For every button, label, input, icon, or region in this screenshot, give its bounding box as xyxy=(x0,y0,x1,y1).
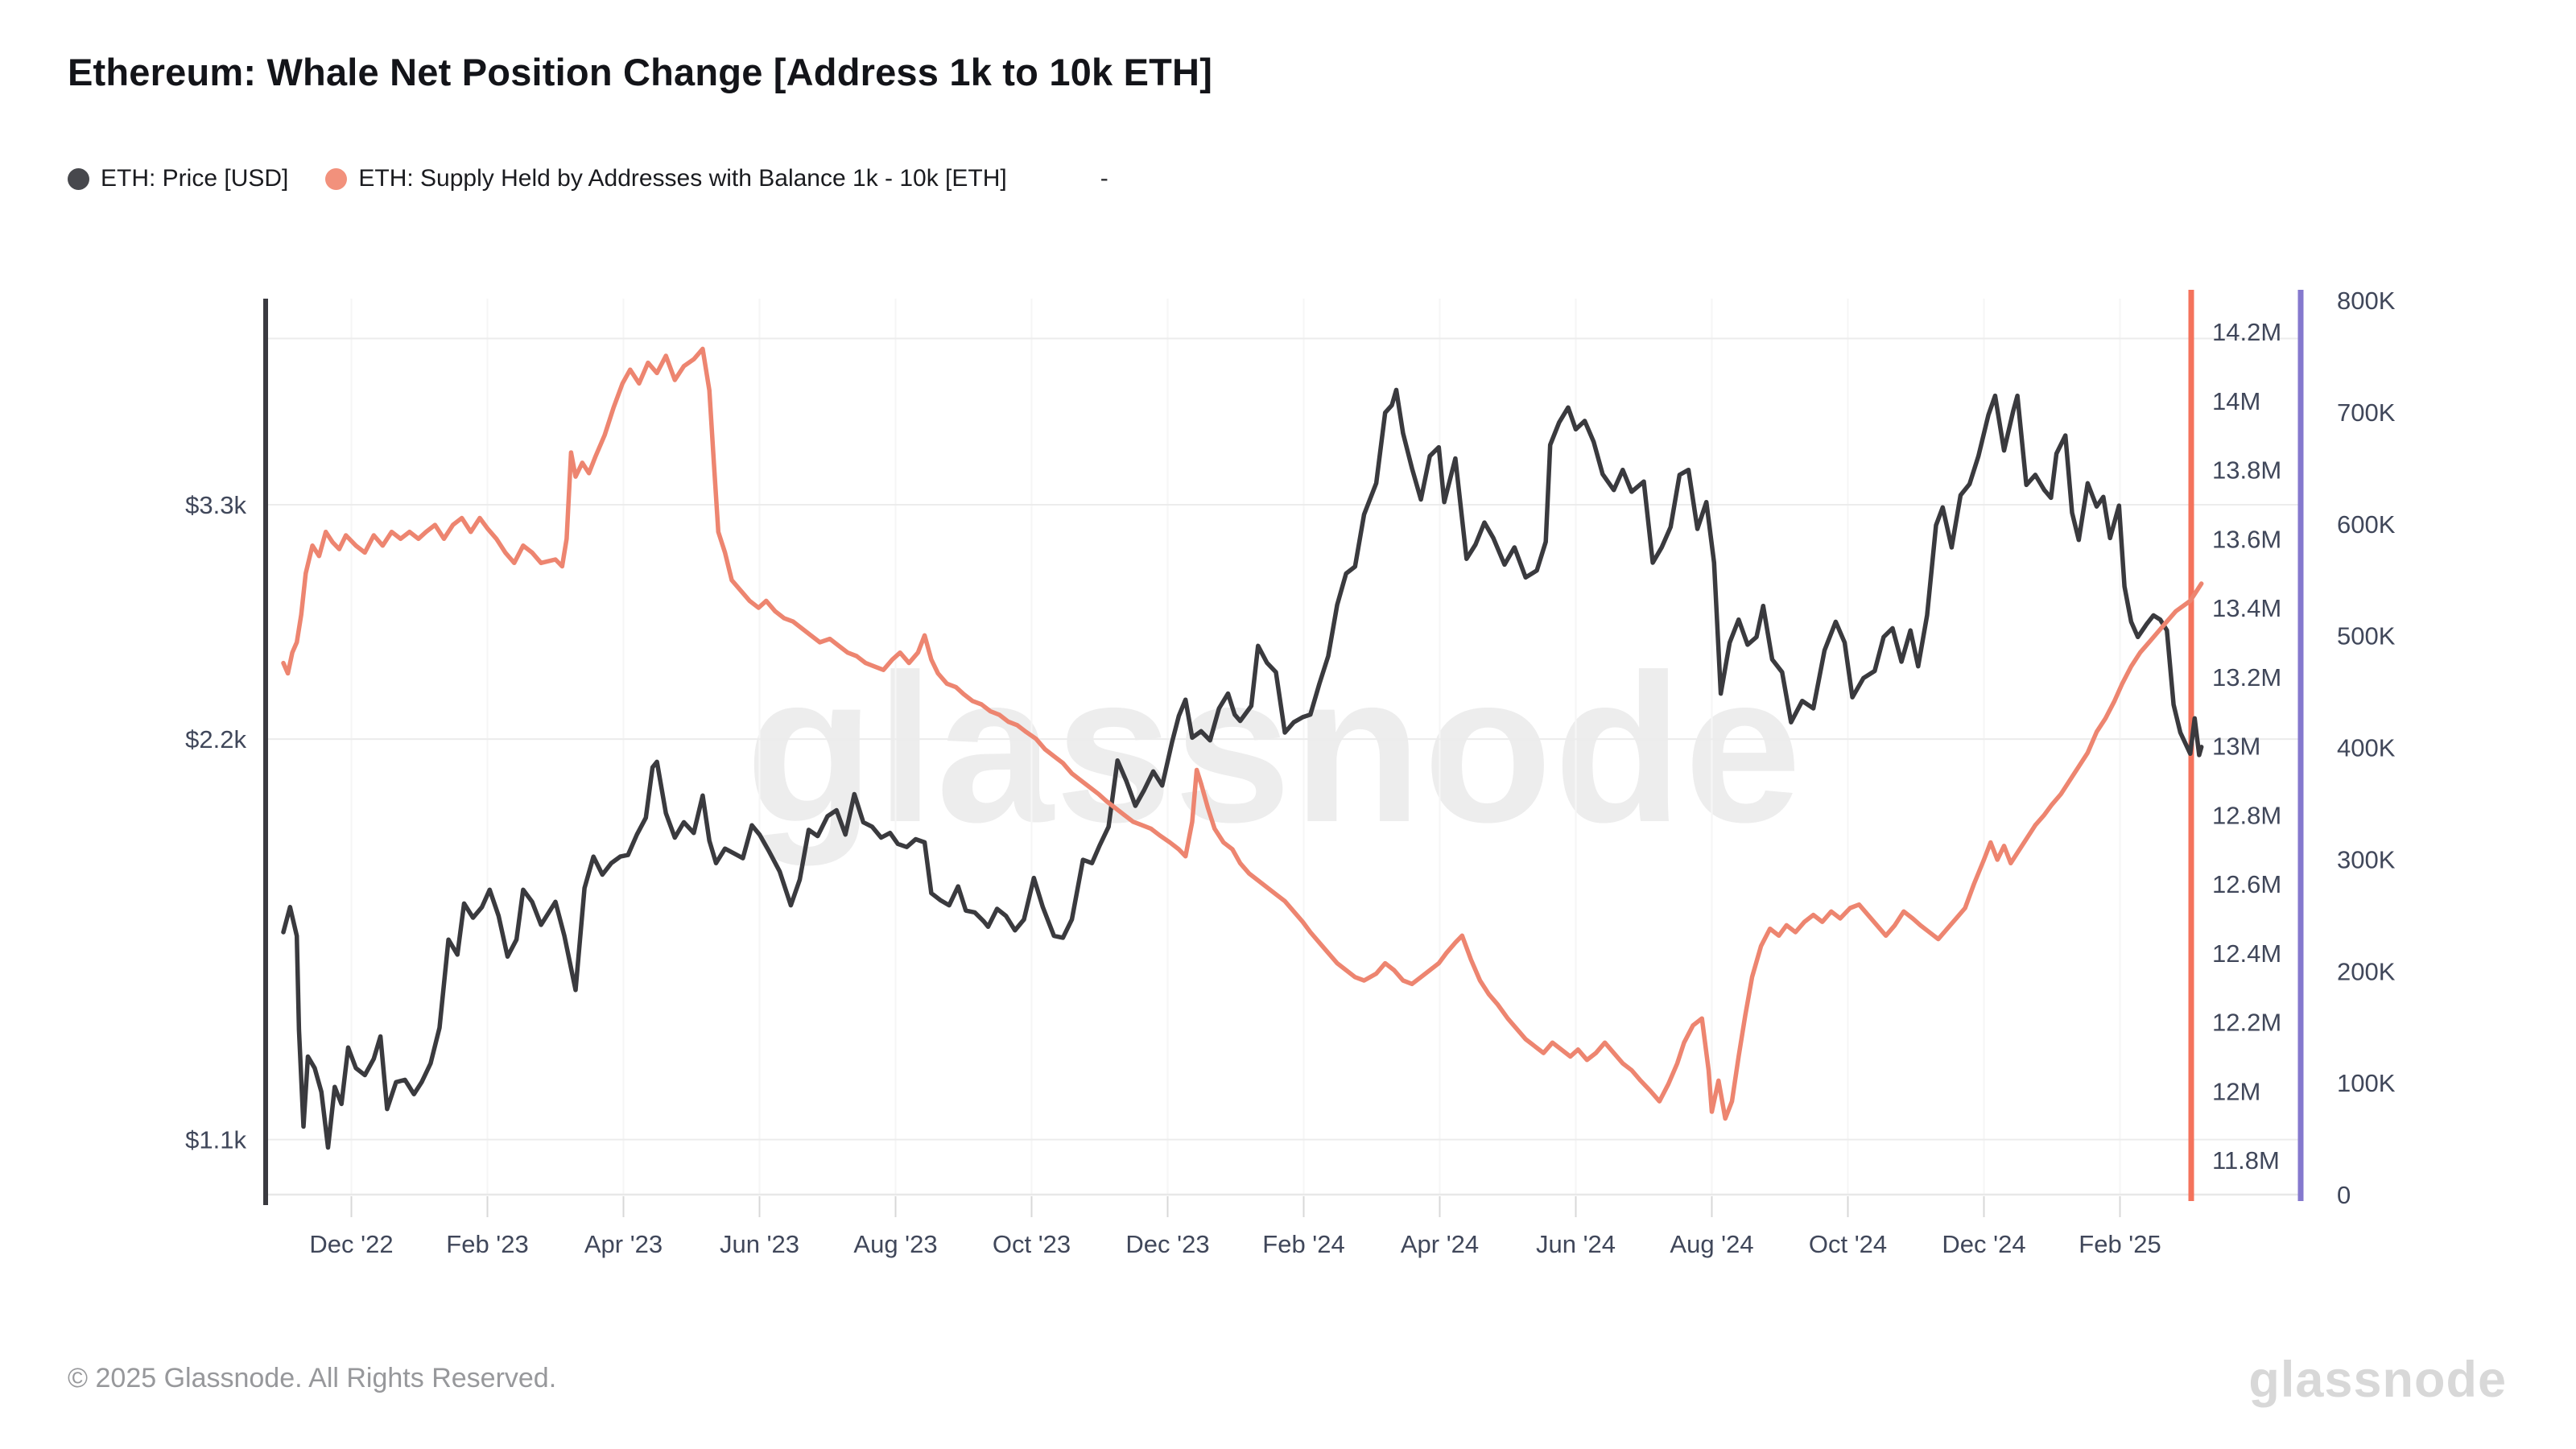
x-tick-label: Dec '22 xyxy=(309,1230,393,1258)
price-tick-label: $1.1k xyxy=(185,1126,246,1154)
x-tick-label: Jun '23 xyxy=(720,1230,799,1258)
price-series-dot-icon xyxy=(68,167,89,190)
npc-tick-label: 700K xyxy=(2337,398,2396,427)
x-tick-label: Aug '23 xyxy=(853,1230,937,1258)
npc-tick-label: 100K xyxy=(2337,1069,2396,1097)
supply-tick-label: 14M xyxy=(2212,387,2260,415)
x-tick-label: Dec '23 xyxy=(1125,1230,1209,1258)
x-tick-label: Apr '24 xyxy=(1401,1230,1479,1258)
supply-tick-label: 12M xyxy=(2212,1077,2260,1105)
legend-separator: - xyxy=(1100,165,1108,192)
npc-tick-label: 400K xyxy=(2337,734,2396,762)
series-line-price[interactable] xyxy=(281,387,2204,1150)
npc-tick-label: 600K xyxy=(2337,510,2396,539)
supply-tick-label: 13.4M xyxy=(2212,594,2281,622)
page-title: Ethereum: Whale Net Position Change [Add… xyxy=(68,51,1213,93)
legend-label-price: ETH: Price [USD] xyxy=(101,165,289,192)
supply-tick-label: 13M xyxy=(2212,733,2260,761)
supply-tick-label: 11.8M xyxy=(2212,1146,2280,1174)
x-tick-label: Jun '24 xyxy=(1536,1230,1616,1258)
supply-tick-label: 14.2M xyxy=(2212,318,2281,346)
x-tick-label: Oct '24 xyxy=(1809,1230,1887,1258)
footer-copyright: © 2025 Glassnode. All Rights Reserved. xyxy=(68,1363,557,1393)
npc-tick-label: 200K xyxy=(2337,957,2396,985)
supply-tick-label: 12.6M xyxy=(2212,870,2281,898)
supply-tick-label: 12.2M xyxy=(2212,1009,2281,1037)
npc-tick-label: 0 xyxy=(2337,1181,2351,1209)
supply-tick-label: 13.6M xyxy=(2212,525,2281,553)
legend-item-supply[interactable]: ETH: Supply Held by Addresses with Balan… xyxy=(325,165,1007,192)
supply-tick-label: 13.8M xyxy=(2212,456,2281,485)
legend: ETH: Price [USD] ETH: Supply Held by Add… xyxy=(68,165,1108,192)
watermark-glassnode: glassnode xyxy=(745,630,1803,867)
x-tick-label: Feb '25 xyxy=(2079,1230,2161,1258)
npc-tick-label: 500K xyxy=(2337,622,2396,650)
x-tick-label: Feb '23 xyxy=(446,1230,528,1258)
price-tick-label: $3.3k xyxy=(185,491,246,519)
supply-series-dot-icon xyxy=(325,167,348,190)
x-tick-label: Feb '24 xyxy=(1262,1230,1344,1258)
npc-tick-label: 800K xyxy=(2337,287,2396,315)
supply-tick-label: 13.2M xyxy=(2212,663,2281,691)
legend-item-price[interactable]: ETH: Price [USD] xyxy=(68,165,288,192)
supply-tick-label: 12.4M xyxy=(2212,939,2281,968)
x-tick-label: Oct '23 xyxy=(993,1230,1071,1258)
supply-tick-label: 12.8M xyxy=(2212,801,2281,829)
legend-label-supply: ETH: Supply Held by Addresses with Balan… xyxy=(358,165,1007,192)
x-tick-label: Dec '24 xyxy=(1942,1230,2025,1258)
x-tick-label: Apr '23 xyxy=(584,1230,663,1258)
series-line-supply[interactable] xyxy=(281,346,2204,1121)
price-tick-label: $2.2k xyxy=(185,725,246,753)
x-tick-label: Aug '24 xyxy=(1670,1230,1753,1258)
npc-tick-label: 300K xyxy=(2337,845,2396,873)
glassnode-logo: glassnode xyxy=(2248,1352,2507,1408)
